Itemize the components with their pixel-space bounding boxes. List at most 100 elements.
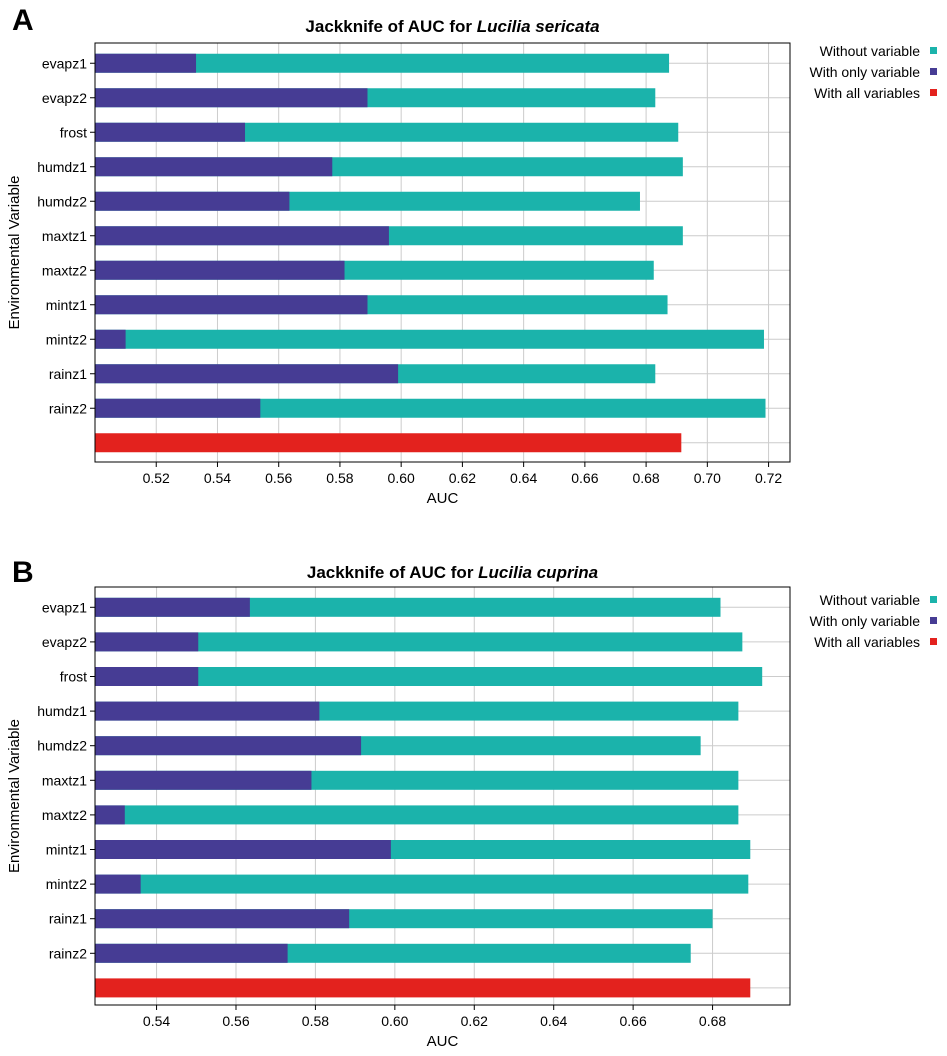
bar-with-only-variable (95, 597, 250, 617)
y-tick-label: maxtz1 (42, 228, 87, 244)
legend-with-only-variable-label: With only variable (810, 64, 921, 80)
y-tick-label: evapz2 (42, 90, 87, 106)
bar-with-only-variable (95, 701, 320, 721)
x-tick-label: 0.64 (540, 1013, 567, 1029)
bar-with-only-variable (95, 874, 141, 894)
legend-with-only-variable-swatch (930, 617, 937, 624)
panel-letter: B (12, 556, 34, 589)
legend-without-variable-swatch (930, 47, 937, 54)
bar-with-only-variable (95, 157, 333, 177)
bar-with-only-variable (95, 53, 197, 73)
legend-with-all-variables-label: With all variables (814, 85, 920, 101)
x-tick-label: 0.56 (265, 470, 292, 486)
y-tick-label: evapz1 (42, 599, 87, 615)
y-tick-label: humdz2 (37, 193, 87, 209)
bar-with-only-variable (95, 398, 261, 418)
jackknife-chart-panel-a: A Jackknife of AUC for Lucilia sericata 0.… (6, 4, 937, 507)
y-axis-label: Environmental Variable (6, 176, 23, 330)
bar-with-only-variable (95, 805, 125, 825)
bar-with-only-variable (95, 329, 126, 349)
legend-with-all-variables-swatch (930, 638, 937, 645)
bar-without-variable (95, 398, 766, 418)
y-tick-label: maxtz1 (42, 772, 87, 788)
plot-frame (94, 586, 791, 1006)
bar-with-only-variable (95, 943, 288, 963)
x-tick-label: 0.58 (302, 1013, 329, 1029)
bar-without-variable (95, 329, 764, 349)
y-tick-label: humdz1 (37, 159, 87, 175)
jackknife-chart-panel-b: B Jackknife of AUC for Lucilia cuprina 0.5… (0, 528, 947, 1056)
x-tick-label: 0.54 (204, 470, 231, 486)
bar-with-only-variable (95, 909, 350, 929)
x-tick-label: 0.66 (620, 1013, 647, 1029)
x-axis-label: AUC (427, 1033, 459, 1050)
y-tick-label: mintz1 (46, 297, 87, 313)
legend-with-all-variables-swatch (930, 89, 937, 96)
x-tick-label: 0.56 (222, 1013, 249, 1029)
x-tick-label: 0.68 (699, 1013, 726, 1029)
bar-with-only-variable (95, 632, 199, 652)
x-tick-label: 0.62 (449, 470, 476, 486)
x-tick-label: 0.54 (143, 1013, 170, 1029)
x-tick-label: 0.62 (461, 1013, 488, 1029)
panel-letter: A (12, 4, 34, 37)
chart-title-species: Lucilia cuprina (478, 563, 598, 582)
y-tick-label: mintz1 (46, 842, 87, 858)
chart-title-species: Lucilia sericata (477, 17, 600, 36)
y-tick-label: mintz2 (46, 876, 87, 892)
bar-with-only-variable (95, 736, 362, 756)
y-tick-label: evapz1 (42, 55, 87, 71)
x-tick-label: 0.72 (755, 470, 782, 486)
y-tick-label: evapz2 (42, 634, 87, 650)
y-tick-label: frost (60, 669, 87, 685)
bar-without-variable (95, 667, 763, 686)
x-tick-label: 0.68 (632, 470, 659, 486)
bar-with-only-variable (95, 840, 391, 859)
x-tick-label: 0.64 (510, 470, 537, 486)
chart-svg-a: A Jackknife of AUC for Lucilia sericata 0.… (6, 4, 937, 507)
bar-with-only-variable (95, 364, 399, 384)
y-axis-label: Environmental Variable (6, 719, 23, 873)
x-axis-label: AUC (427, 490, 459, 507)
y-tick-label: rainz2 (49, 400, 87, 416)
chart-title-prefix: Jackknife of AUC for (305, 17, 476, 36)
legend-with-only-variable-label: With only variable (810, 613, 921, 629)
y-tick-label: rainz1 (49, 366, 87, 382)
bar-with-only-variable (95, 191, 290, 211)
x-tick-label: 0.66 (571, 470, 598, 486)
bar-without-variable (95, 805, 739, 825)
bar-without-variable (95, 874, 749, 894)
y-tick-label: humdz2 (37, 738, 87, 754)
chart-svg-b: B Jackknife of AUC for Lucilia cuprina 0.5… (6, 556, 937, 1050)
y-tick-label: rainz1 (49, 911, 87, 927)
bar-with-only-variable (95, 122, 246, 142)
y-tick-label: mintz2 (46, 331, 87, 347)
y-tick-label: maxtz2 (42, 262, 87, 278)
bar-with-only-variable (95, 226, 389, 246)
bar-with-only-variable (95, 667, 199, 686)
chart-title: Jackknife of AUC for Lucilia cuprina (307, 563, 598, 582)
plot-frame (94, 42, 791, 463)
x-tick-label: 0.70 (694, 470, 721, 486)
x-tick-label: 0.58 (326, 470, 353, 486)
y-tick-label: rainz2 (49, 945, 87, 961)
bar-with-only-variable (95, 88, 368, 108)
legend-without-variable-label: Without variable (820, 592, 921, 608)
bar-without-variable (95, 53, 670, 73)
legend-without-variable-label: Without variable (820, 43, 921, 59)
legend-without-variable-swatch (930, 596, 937, 603)
bar-with-only-variable (95, 770, 312, 790)
y-tick-label: frost (60, 124, 87, 140)
bar-without-variable (95, 597, 721, 617)
chart-title: Jackknife of AUC for Lucilia sericata (305, 17, 599, 36)
bar-with-all-variables (95, 433, 682, 453)
bar-without-variable (95, 632, 743, 652)
x-tick-label: 0.52 (143, 470, 170, 486)
bar-with-only-variable (95, 295, 368, 315)
legend-with-only-variable-swatch (930, 68, 937, 75)
legend-with-all-variables-label: With all variables (814, 634, 920, 650)
chart-title-prefix: Jackknife of AUC for (307, 563, 478, 582)
bar-with-only-variable (95, 260, 345, 280)
x-tick-label: 0.60 (388, 470, 415, 486)
bar-with-all-variables (95, 978, 751, 998)
